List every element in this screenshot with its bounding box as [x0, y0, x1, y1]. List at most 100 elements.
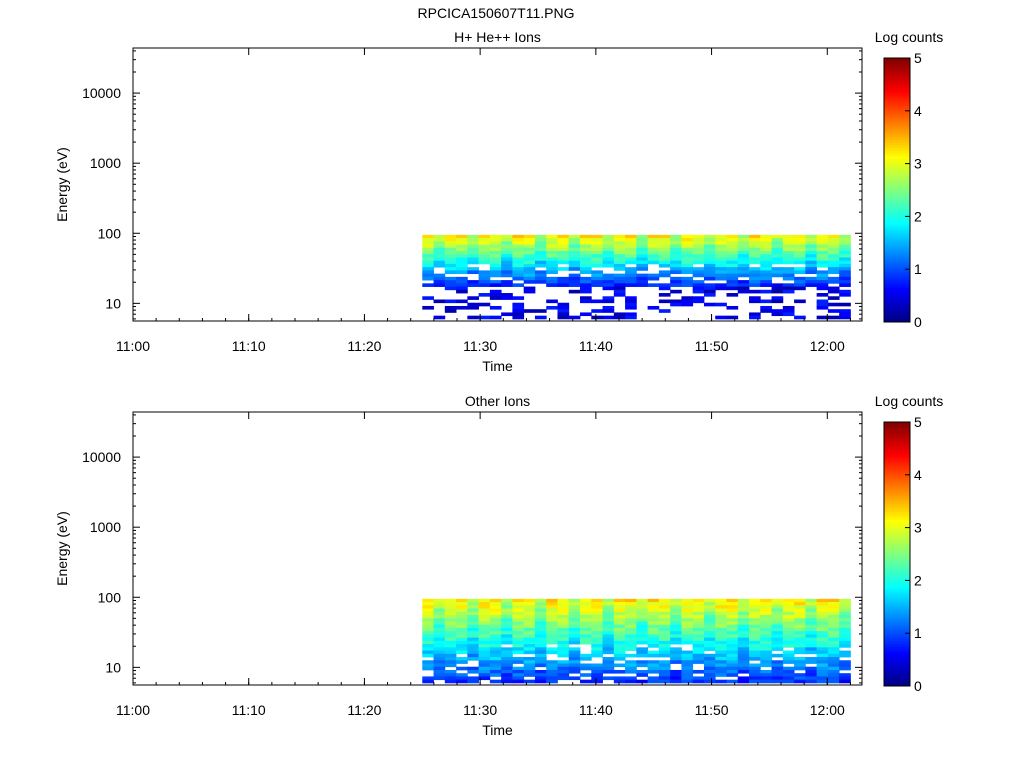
colorbar-step: [884, 466, 910, 471]
heatmap-cell: [782, 644, 795, 648]
heatmap-cell: [692, 669, 705, 674]
heatmap-cell: [489, 296, 502, 300]
colorbar-tick-label: 1: [914, 625, 922, 641]
heatmap-cell: [591, 276, 603, 281]
heatmap-cell: [737, 634, 750, 639]
heatmap-cell: [737, 260, 750, 265]
panel-other-ions: 11:00 11:10 11:20 11:30 11:40 11:50 12:0010100…: [54, 393, 943, 738]
heatmap-cell: [568, 634, 581, 639]
heatmap-cell: [625, 640, 637, 645]
heatmap-cell: [805, 647, 818, 651]
heatmap-cell: [749, 640, 761, 645]
heatmap-cell: [703, 263, 716, 268]
heatmap-cell: [456, 305, 468, 310]
heatmap-cell: [444, 241, 457, 245]
heatmap-cell: [557, 605, 570, 609]
heatmap-cell: [794, 254, 806, 258]
heatmap-cell: [580, 618, 592, 622]
heatmap-cell: [737, 280, 750, 284]
heatmap-cell: [444, 653, 457, 658]
y-axis-label: Energy (eV): [54, 511, 70, 586]
heatmap-cell: [422, 296, 434, 300]
heatmap-cell: [523, 663, 536, 668]
heatmap-cell: [658, 644, 671, 648]
heatmap-cell: [501, 293, 513, 297]
colorbar-step: [884, 163, 910, 167]
heatmap-cell: [444, 605, 457, 609]
heatmap-cell: [670, 241, 682, 245]
heatmap-cell: [546, 631, 558, 635]
heatmap-cell: [557, 257, 570, 262]
heatmap-cell: [580, 653, 592, 658]
colorbar-step: [884, 137, 910, 141]
heatmap-cell: [613, 605, 626, 609]
heatmap-cell: [692, 238, 705, 242]
colorbar-step: [884, 514, 910, 518]
heatmap-cell: [760, 673, 772, 677]
heatmap-cell: [489, 615, 502, 619]
heatmap-cell: [658, 309, 671, 313]
heatmap-cell: [827, 598, 840, 603]
heatmap-cell: [670, 289, 682, 294]
heatmap-cell: [591, 602, 603, 606]
heatmap-cell: [715, 650, 727, 655]
heatmap-cell: [636, 650, 649, 655]
heatmap-cell: [737, 254, 750, 258]
heatmap-cell: [546, 679, 558, 684]
heatmap-cell: [456, 254, 468, 258]
heatmap-cell: [625, 302, 637, 307]
heatmap-cell: [670, 657, 682, 661]
heatmap-cell: [692, 634, 705, 639]
heatmap-cell: [512, 631, 525, 635]
heatmap-cell: [489, 647, 502, 651]
heatmap-cell: [827, 602, 840, 606]
heatmap-cell: [794, 299, 806, 304]
heatmap-cell: [478, 660, 491, 664]
heatmap-cell: [737, 241, 750, 245]
heatmap-cell: [489, 238, 502, 242]
heatmap-cell: [523, 273, 536, 278]
heatmap-cell: [456, 605, 468, 609]
heatmap-cell: [703, 624, 716, 629]
heatmap-cell: [670, 251, 682, 255]
heatmap-cell: [546, 247, 558, 252]
heatmap-cell: [422, 647, 434, 651]
heatmap-cell: [568, 267, 581, 271]
heatmap-cell: [760, 251, 772, 255]
colorbar-step: [884, 448, 910, 452]
heatmap-cell: [760, 247, 772, 252]
heatmap-cell: [523, 615, 536, 619]
heatmap-cell: [433, 611, 446, 616]
heatmap-cell: [805, 598, 818, 603]
heatmap-cell: [433, 673, 446, 677]
heatmap-cell: [647, 663, 660, 668]
heatmap-cell: [749, 634, 761, 639]
heatmap-cell: [568, 618, 581, 622]
heatmap-cell: [444, 624, 457, 629]
heatmap-cell: [489, 289, 502, 294]
heatmap-cell: [557, 631, 570, 635]
heatmap-cell: [625, 666, 637, 671]
heatmap-cell: [523, 270, 536, 275]
heatmap-cell: [737, 627, 750, 632]
heatmap-cell: [501, 611, 513, 616]
heatmap-cell: [658, 660, 671, 664]
heatmap-cell: [782, 666, 795, 671]
heatmap-cell: [670, 634, 682, 639]
heatmap-cell: [658, 299, 671, 304]
heatmap-cell: [670, 653, 682, 658]
colorbar-step: [884, 593, 910, 597]
colorbar-step: [884, 292, 910, 297]
colorbar-step: [884, 269, 910, 273]
heatmap-cell: [523, 618, 536, 622]
heatmap-cell: [478, 608, 491, 613]
heatmap-cell: [647, 679, 660, 684]
heatmap-cell: [422, 608, 434, 613]
heatmap-cell: [839, 283, 851, 287]
heatmap-cell: [749, 312, 761, 317]
heatmap-cell: [534, 673, 547, 677]
heatmap-cell: [489, 657, 502, 661]
heatmap-cell: [568, 660, 581, 664]
heatmap-cell: [827, 660, 840, 664]
